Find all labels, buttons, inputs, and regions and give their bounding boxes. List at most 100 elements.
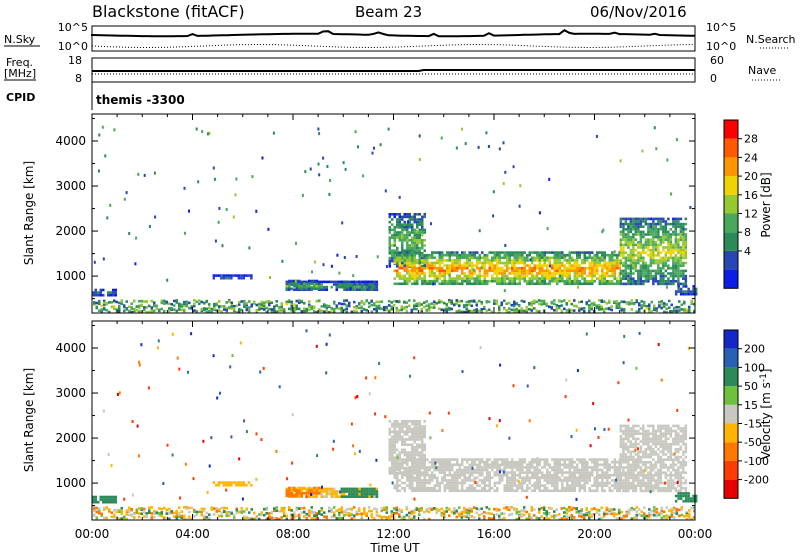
- data-cell: [365, 288, 369, 291]
- data-cell: [677, 282, 680, 286]
- data-cell: [639, 259, 643, 262]
- data-cell: [647, 267, 650, 270]
- noise-point: [137, 172, 140, 176]
- data-cell: [288, 491, 291, 495]
- data-cell: [649, 256, 653, 260]
- data-cell: [453, 486, 456, 490]
- ground-scatter-cell: [288, 300, 291, 304]
- data-cell: [591, 471, 594, 474]
- data-cell: [536, 282, 539, 286]
- ground-scatter-cell: [668, 299, 671, 303]
- data-cell: [642, 489, 645, 493]
- data-cell: [659, 261, 663, 265]
- data-cell: [391, 259, 394, 263]
- data-cell: [644, 217, 648, 221]
- data-cell: [657, 455, 660, 459]
- data-cell: [471, 253, 474, 257]
- data-cell: [561, 279, 564, 283]
- data-cell: [431, 479, 434, 482]
- data-cell: [521, 468, 524, 472]
- data-cell: [451, 479, 454, 482]
- data-cell: [521, 486, 524, 490]
- data-cell: [416, 481, 419, 485]
- noise-point: [492, 190, 495, 194]
- data-cell: [578, 479, 581, 482]
- data-cell: [659, 217, 663, 221]
- data-cell: [451, 253, 454, 257]
- data-cell: [531, 261, 534, 265]
- data-cell: [624, 484, 628, 487]
- data-cell: [672, 217, 675, 221]
- data-cell: [483, 466, 486, 469]
- data-cell: [649, 269, 653, 273]
- noise-point: [455, 146, 458, 150]
- data-cell: [486, 269, 489, 273]
- data-cell: [473, 476, 476, 480]
- data-cell: [408, 468, 411, 472]
- data-cell: [536, 253, 539, 257]
- data-cell: [496, 282, 499, 286]
- data-cell: [318, 287, 321, 291]
- data-cell: [411, 253, 414, 257]
- data-cell: [446, 484, 449, 487]
- ground-scatter-cell: [313, 305, 316, 309]
- ground-scatter-cell: [188, 306, 191, 310]
- data-cell: [401, 231, 404, 234]
- data-cell: [644, 243, 648, 247]
- data-cell: [493, 279, 496, 283]
- data-cell: [654, 453, 658, 456]
- data-cell: [483, 253, 486, 257]
- noise-point: [655, 147, 658, 151]
- data-cell: [546, 476, 549, 480]
- ground-scatter-cell: [198, 299, 201, 302]
- ground-scatter-cell: [373, 307, 376, 311]
- data-cell: [363, 495, 366, 498]
- data-cell: [421, 252, 424, 255]
- data-cell: [588, 471, 591, 474]
- data-cell: [618, 264, 621, 267]
- data-cell: [416, 489, 419, 493]
- data-cell: [613, 269, 616, 273]
- data-cell: [478, 484, 481, 487]
- data-cell: [516, 484, 519, 487]
- data-cell: [601, 274, 604, 278]
- data-cell: [637, 461, 640, 464]
- data-cell: [486, 282, 489, 286]
- data-cell: [406, 443, 409, 446]
- data-cell: [619, 453, 623, 456]
- data-cell: [652, 468, 655, 472]
- data-cell: [423, 253, 426, 257]
- data-cell: [523, 261, 526, 265]
- ground-scatter-cell: [360, 306, 363, 310]
- ground-scatter-cell: [625, 302, 628, 305]
- power-colorbar-segment: [724, 213, 738, 233]
- data-cell: [506, 264, 509, 267]
- data-cell: [652, 222, 655, 226]
- data-cell: [632, 272, 635, 275]
- noise-point: [125, 191, 128, 195]
- noise-point: [418, 134, 421, 138]
- data-cell: [471, 473, 474, 477]
- data-cell: [591, 473, 594, 477]
- ground-scatter-cell: [478, 309, 481, 313]
- data-cell: [423, 453, 426, 457]
- data-cell: [370, 288, 374, 291]
- data-cell: [456, 476, 459, 480]
- data-cell: [403, 440, 406, 444]
- ground-scatter-cell: [95, 306, 98, 310]
- noise-point: [549, 264, 552, 268]
- data-cell: [461, 269, 464, 273]
- data-cell: [644, 481, 648, 485]
- noise-point: [388, 256, 391, 260]
- data-cell: [401, 427, 404, 431]
- data-cell: [242, 274, 246, 277]
- data-cell: [421, 427, 424, 431]
- data-cell: [406, 453, 409, 457]
- data-cell: [406, 451, 409, 454]
- data-cell: [461, 479, 464, 482]
- data-cell: [411, 446, 414, 449]
- data-cell: [403, 239, 406, 242]
- data-cell: [679, 248, 683, 252]
- data-cell: [593, 261, 596, 265]
- data-cell: [285, 491, 288, 495]
